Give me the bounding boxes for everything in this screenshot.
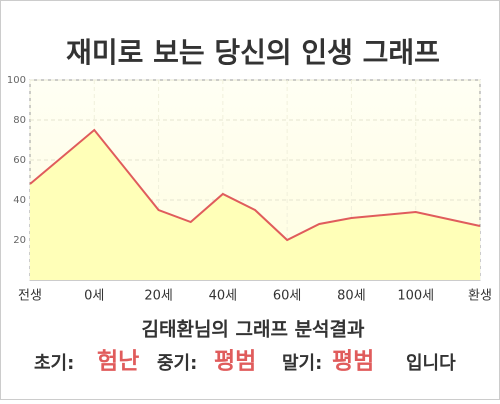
x-tick-label: 20세 — [144, 289, 173, 304]
result-label: 말기: — [282, 353, 322, 374]
x-tick-label: 60세 — [273, 289, 302, 304]
chart-title: 재미로 보는 당신의 인생 그래프 — [66, 36, 440, 69]
y-tick-label: 60 — [13, 155, 26, 166]
x-tick-label: 전생 — [18, 289, 42, 304]
result-label: 중기: — [157, 353, 197, 374]
result-value: 평범 — [332, 349, 374, 375]
x-tick-label: 환생 — [468, 289, 492, 304]
y-tick-label: 20 — [13, 235, 26, 246]
result-value: 험난 — [97, 349, 139, 375]
y-tick-label: 100 — [7, 75, 26, 86]
line — [29, 128, 481, 242]
y-tick-label: 40 — [13, 195, 26, 206]
analysis-title: 김태환님의 그래프 분석결과 — [142, 319, 366, 341]
area — [30, 130, 480, 280]
x-tick-label: 40세 — [209, 289, 238, 304]
result-suffix: 입니다 — [406, 352, 456, 374]
x-tick-label: 0세 — [84, 289, 104, 304]
y-tick-label: 80 — [13, 115, 26, 126]
x-tick-label: 80세 — [337, 289, 366, 304]
result-value: 평범 — [214, 349, 256, 375]
result-label: 초기: — [34, 353, 74, 374]
x-tick-label: 100세 — [397, 289, 434, 304]
